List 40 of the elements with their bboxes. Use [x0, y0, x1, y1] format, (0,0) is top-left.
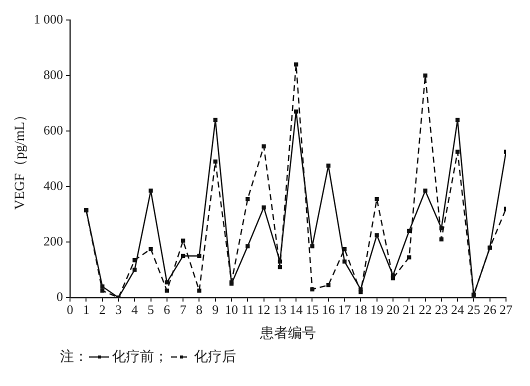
x-tick-label: 8	[196, 302, 202, 317]
y-tick-label: 0	[56, 289, 64, 304]
x-tick-label: 14	[290, 302, 304, 317]
x-tick-label: 6	[164, 302, 171, 317]
x-tick-label: 16	[322, 302, 336, 317]
x-tick-label: 3	[115, 302, 122, 317]
x-tick-label: 12	[257, 302, 270, 317]
y-tick-label: 800	[44, 66, 64, 82]
x-tick-label: 7	[180, 302, 187, 317]
x-axis-title: 患者编号	[259, 325, 316, 342]
x-tick-label: 24	[451, 302, 465, 317]
legend-label: 化疗前	[112, 348, 154, 366]
x-tick-label: 27	[500, 302, 513, 317]
y-tick-label: 1 000	[34, 11, 64, 26]
x-tick-label: 0	[66, 302, 74, 317]
x-tick-label: 22	[418, 302, 432, 317]
text: ；	[154, 349, 168, 366]
x-tick-label: 25	[467, 302, 480, 317]
x-tick-label: 5	[148, 302, 154, 317]
x-tick-label: 4	[131, 302, 138, 317]
x-tick-label: 21	[402, 302, 416, 317]
legend-label: 化疗后	[194, 348, 236, 366]
x-tick-label: 18	[354, 302, 368, 317]
x-tick-label: 17	[338, 302, 352, 317]
y-axis-title: VEGF（pg/mL）	[13, 108, 28, 210]
x-tick-label: 1	[82, 302, 90, 317]
x-tick-label: 20	[386, 302, 400, 317]
y-tick-label: 600	[44, 122, 64, 138]
y-tick-label: 400	[44, 178, 64, 193]
x-tick-label: 13	[273, 302, 286, 317]
x-tick-label: 2	[99, 302, 106, 317]
text: 注：	[60, 348, 88, 366]
x-tick-label: 15	[306, 302, 319, 317]
x-tick-label: 26	[483, 302, 497, 317]
x-tick-label: 19	[370, 302, 384, 317]
y-tick-label: 200	[44, 234, 64, 248]
x-tick-label: 23	[434, 302, 448, 317]
x-tick-label: 10	[225, 302, 238, 317]
x-tick-label: 9	[212, 302, 219, 317]
x-tick-label: 11	[241, 302, 254, 317]
